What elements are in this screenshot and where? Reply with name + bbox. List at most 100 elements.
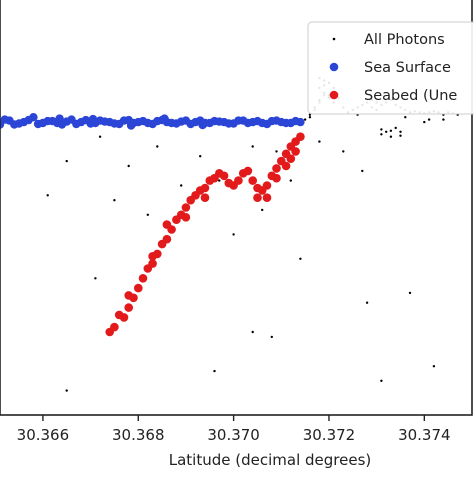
- legend-entry: Seabed (Une: [329, 88, 457, 104]
- data-point: [167, 118, 176, 128]
- data-point: [303, 118, 307, 121]
- data-point: [62, 117, 71, 126]
- series-seabed-une: [105, 132, 305, 337]
- data-point: [127, 164, 130, 168]
- legend-marker: [332, 37, 336, 41]
- data-point: [110, 119, 119, 128]
- data-point: [148, 119, 157, 129]
- data-point: [253, 193, 262, 202]
- data-point: [124, 291, 133, 300]
- data-point: [5, 116, 14, 125]
- x-axis-label: Latitude (decimal degrees): [169, 451, 372, 469]
- data-point: [296, 117, 305, 127]
- data-point: [199, 155, 202, 158]
- data-point: [394, 126, 397, 130]
- data-point: [380, 133, 383, 136]
- data-point: [272, 173, 281, 183]
- legend-label: Sea Surface: [364, 60, 451, 76]
- data-point: [272, 164, 281, 173]
- data-point: [162, 234, 172, 244]
- plot-frame: [0, 0, 473, 416]
- legend-marker: [329, 90, 339, 100]
- axes-layer: 30.366 30.368 30.370 30.372 30.374: [0, 0, 473, 444]
- data-point: [275, 150, 278, 153]
- data-point: [253, 116, 262, 126]
- data-point: [442, 118, 445, 121]
- x-tick-label: 30.370: [207, 426, 260, 444]
- data-point: [380, 379, 383, 382]
- data-point: [365, 301, 369, 304]
- data-point: [65, 389, 68, 392]
- data-point: [160, 114, 169, 123]
- x-tick-label: 30.372: [303, 426, 356, 444]
- data-point: [262, 119, 272, 129]
- series-sea-surface: [0, 113, 305, 130]
- data-point: [296, 132, 305, 141]
- points-layer: [0, 76, 459, 392]
- data-point: [389, 129, 393, 132]
- legend-entry: All Photons: [332, 32, 445, 48]
- data-point: [81, 115, 91, 125]
- data-point: [148, 259, 157, 268]
- data-point: [248, 176, 257, 185]
- data-point: [114, 310, 124, 320]
- data-point: [262, 181, 272, 190]
- data-point: [361, 169, 364, 173]
- data-point: [234, 116, 243, 125]
- data-point: [385, 130, 388, 133]
- data-point: [24, 115, 33, 125]
- data-point: [213, 369, 216, 373]
- x-tick-label: 30.366: [17, 426, 70, 444]
- data-point: [281, 161, 291, 171]
- data-point: [138, 274, 148, 283]
- data-point: [243, 118, 253, 128]
- data-point: [408, 291, 412, 295]
- legend-marker: [329, 62, 339, 72]
- data-point: [0, 120, 5, 129]
- data-point: [126, 121, 136, 130]
- legend-box: [307, 21, 474, 115]
- data-point: [138, 116, 148, 126]
- data-point: [156, 145, 159, 148]
- data-point: [399, 130, 402, 133]
- data-point: [162, 220, 172, 229]
- data-point: [65, 159, 68, 163]
- data-point: [88, 114, 98, 124]
- data-point: [423, 120, 426, 124]
- data-point: [219, 171, 229, 181]
- data-point: [232, 233, 235, 236]
- data-point: [404, 116, 407, 119]
- data-point: [113, 199, 116, 202]
- data-point: [72, 119, 81, 129]
- data-point: [14, 119, 24, 128]
- data-point: [234, 176, 243, 185]
- x-tick-label: 30.368: [112, 426, 165, 444]
- data-point: [291, 147, 300, 156]
- data-point: [134, 283, 143, 293]
- data-point: [200, 193, 210, 202]
- data-point: [299, 257, 302, 260]
- data-point: [180, 184, 183, 187]
- data-point: [270, 335, 273, 339]
- data-point: [146, 213, 149, 216]
- data-point: [181, 203, 191, 212]
- legend-label: Seabed (Une: [364, 88, 457, 104]
- data-point: [342, 150, 345, 153]
- data-point: [281, 118, 291, 128]
- legend-label: All Photons: [364, 32, 445, 48]
- data-point: [318, 140, 321, 143]
- data-point: [261, 208, 264, 212]
- data-point: [251, 330, 254, 334]
- data-point: [262, 193, 272, 202]
- data-point: [205, 118, 214, 128]
- data-point: [389, 135, 393, 138]
- data-point: [94, 277, 97, 280]
- data-point: [218, 179, 221, 182]
- data-point: [55, 114, 64, 123]
- data-point: [380, 128, 383, 131]
- data-point: [198, 120, 207, 130]
- data-point: [46, 194, 49, 197]
- data-point: [243, 166, 253, 176]
